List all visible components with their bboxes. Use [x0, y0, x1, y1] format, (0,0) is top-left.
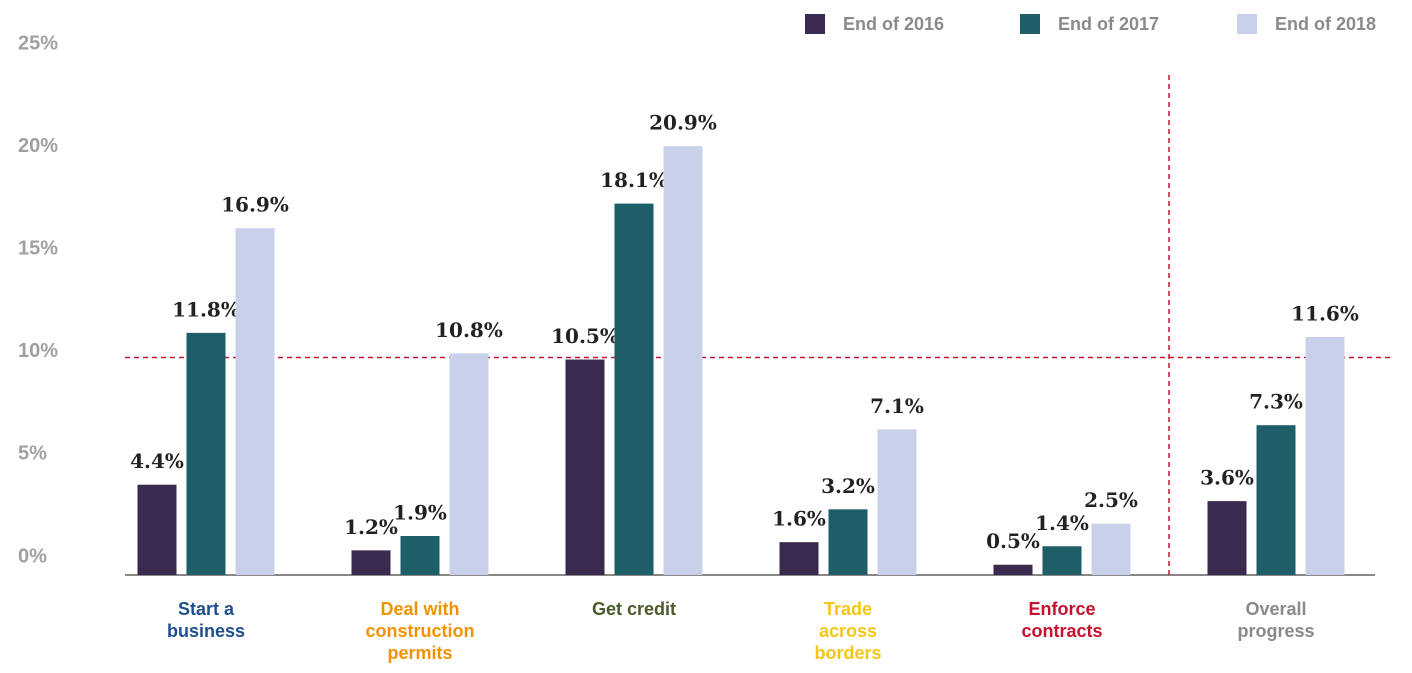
- data-label: 7.1%: [870, 394, 924, 418]
- y-tick-label: 10%: [18, 340, 58, 362]
- data-label: 1.2%: [344, 515, 398, 539]
- bar: [1256, 425, 1296, 575]
- data-label: 3.2%: [821, 474, 875, 498]
- legend-label: End of 2017: [1058, 14, 1159, 34]
- legend-label: End of 2016: [843, 14, 944, 34]
- bar: [1305, 336, 1345, 575]
- data-label: 16.9%: [221, 193, 289, 217]
- bar: [1207, 501, 1247, 575]
- data-label: 1.4%: [1035, 511, 1089, 535]
- y-tick-label: 5%: [18, 443, 47, 465]
- bar: [1091, 523, 1131, 575]
- y-tick-label: 0%: [18, 545, 47, 567]
- data-label: 3.6%: [1200, 466, 1254, 490]
- bar: [351, 550, 391, 575]
- data-label: 11.8%: [172, 297, 240, 321]
- data-label: 4.4%: [130, 449, 184, 473]
- data-label: 1.6%: [772, 507, 826, 531]
- legend-swatch: [805, 14, 825, 34]
- bar: [779, 542, 819, 575]
- data-label: 0.5%: [986, 529, 1040, 553]
- bar: [828, 509, 868, 575]
- data-label: 1.9%: [393, 501, 447, 525]
- bar: [186, 332, 226, 575]
- bar: [877, 429, 917, 575]
- bar: [663, 146, 703, 575]
- bar: [565, 359, 605, 575]
- data-label: 10.8%: [435, 318, 503, 342]
- bar: [614, 203, 654, 575]
- data-label: 10.5%: [551, 324, 619, 348]
- legend-label: End of 2018: [1275, 14, 1376, 34]
- x-tick-label: Trade across borders: [814, 599, 882, 663]
- bar: [137, 484, 177, 575]
- bar: [1042, 546, 1082, 575]
- y-tick-label: 25%: [18, 32, 58, 54]
- x-tick-label: Get credit: [591, 599, 677, 619]
- x-tick-label: Enforce contracts: [1021, 599, 1103, 641]
- legend-swatch: [1020, 14, 1040, 34]
- bar: [400, 536, 440, 575]
- x-tick-label: Deal with construction permits: [365, 599, 475, 663]
- y-tick-label: 15%: [18, 237, 58, 259]
- data-label: 7.3%: [1249, 390, 1303, 414]
- data-label: 11.6%: [1291, 301, 1359, 325]
- x-tick-label: Start a business: [166, 599, 246, 641]
- bar: [449, 353, 489, 575]
- legend-swatch: [1237, 14, 1257, 34]
- bar: [993, 564, 1033, 575]
- y-tick-label: 20%: [18, 135, 58, 157]
- x-tick-label: Overall progress: [1237, 599, 1315, 641]
- bar: [235, 228, 275, 575]
- data-label: 20.9%: [649, 111, 717, 135]
- data-label: 18.1%: [600, 168, 668, 192]
- data-label: 2.5%: [1084, 488, 1138, 512]
